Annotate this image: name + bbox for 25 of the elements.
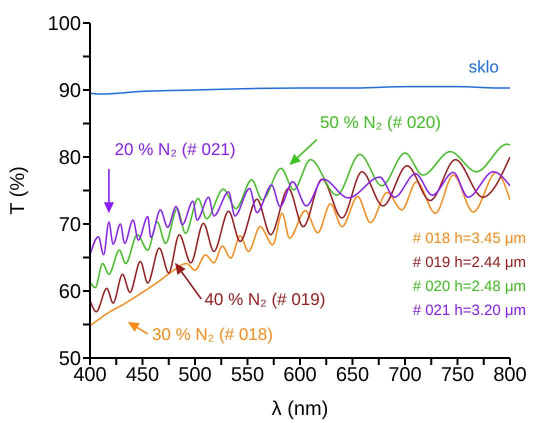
x-tick-label: 500 (178, 364, 212, 386)
series-label: 20 % N₂ (# 021) (114, 140, 236, 159)
annotation: # 021 h=3.20 μm (412, 302, 526, 319)
legend-label: 30 % N₂ (# 018) (152, 324, 273, 344)
x-axis-title: λ (nm) (272, 398, 328, 420)
annotation: # 020 h=2.48 μm (412, 278, 526, 295)
x-tick-label: 550 (230, 364, 264, 386)
y-tick-label: 60 (58, 281, 81, 304)
y-tick-label: 100 (48, 13, 81, 36)
y-axis-title: T (%) (7, 166, 29, 215)
annotation: # 019 h=2.44 μm (412, 254, 526, 271)
x-tick-label: 600 (283, 364, 317, 386)
x-tick-label: 450 (126, 364, 160, 386)
x-tick-label: 700 (388, 364, 422, 386)
line-series (90, 86, 510, 95)
x-tick-label: 800 (493, 364, 527, 386)
series-label: sklo (468, 58, 499, 77)
x-tick-label: 650 (336, 364, 370, 386)
y-tick-label: 90 (58, 80, 81, 102)
series-label: 50 % N₂ (# 020) (320, 113, 441, 132)
x-tick-label: 750 (440, 364, 474, 386)
annotation: # 018 h=3.45 μm (412, 230, 526, 247)
series-label: 40 % N₂ (# 019) (204, 290, 326, 310)
y-tick-label: 70 (58, 214, 81, 236)
y-tick-label: 80 (58, 147, 81, 170)
